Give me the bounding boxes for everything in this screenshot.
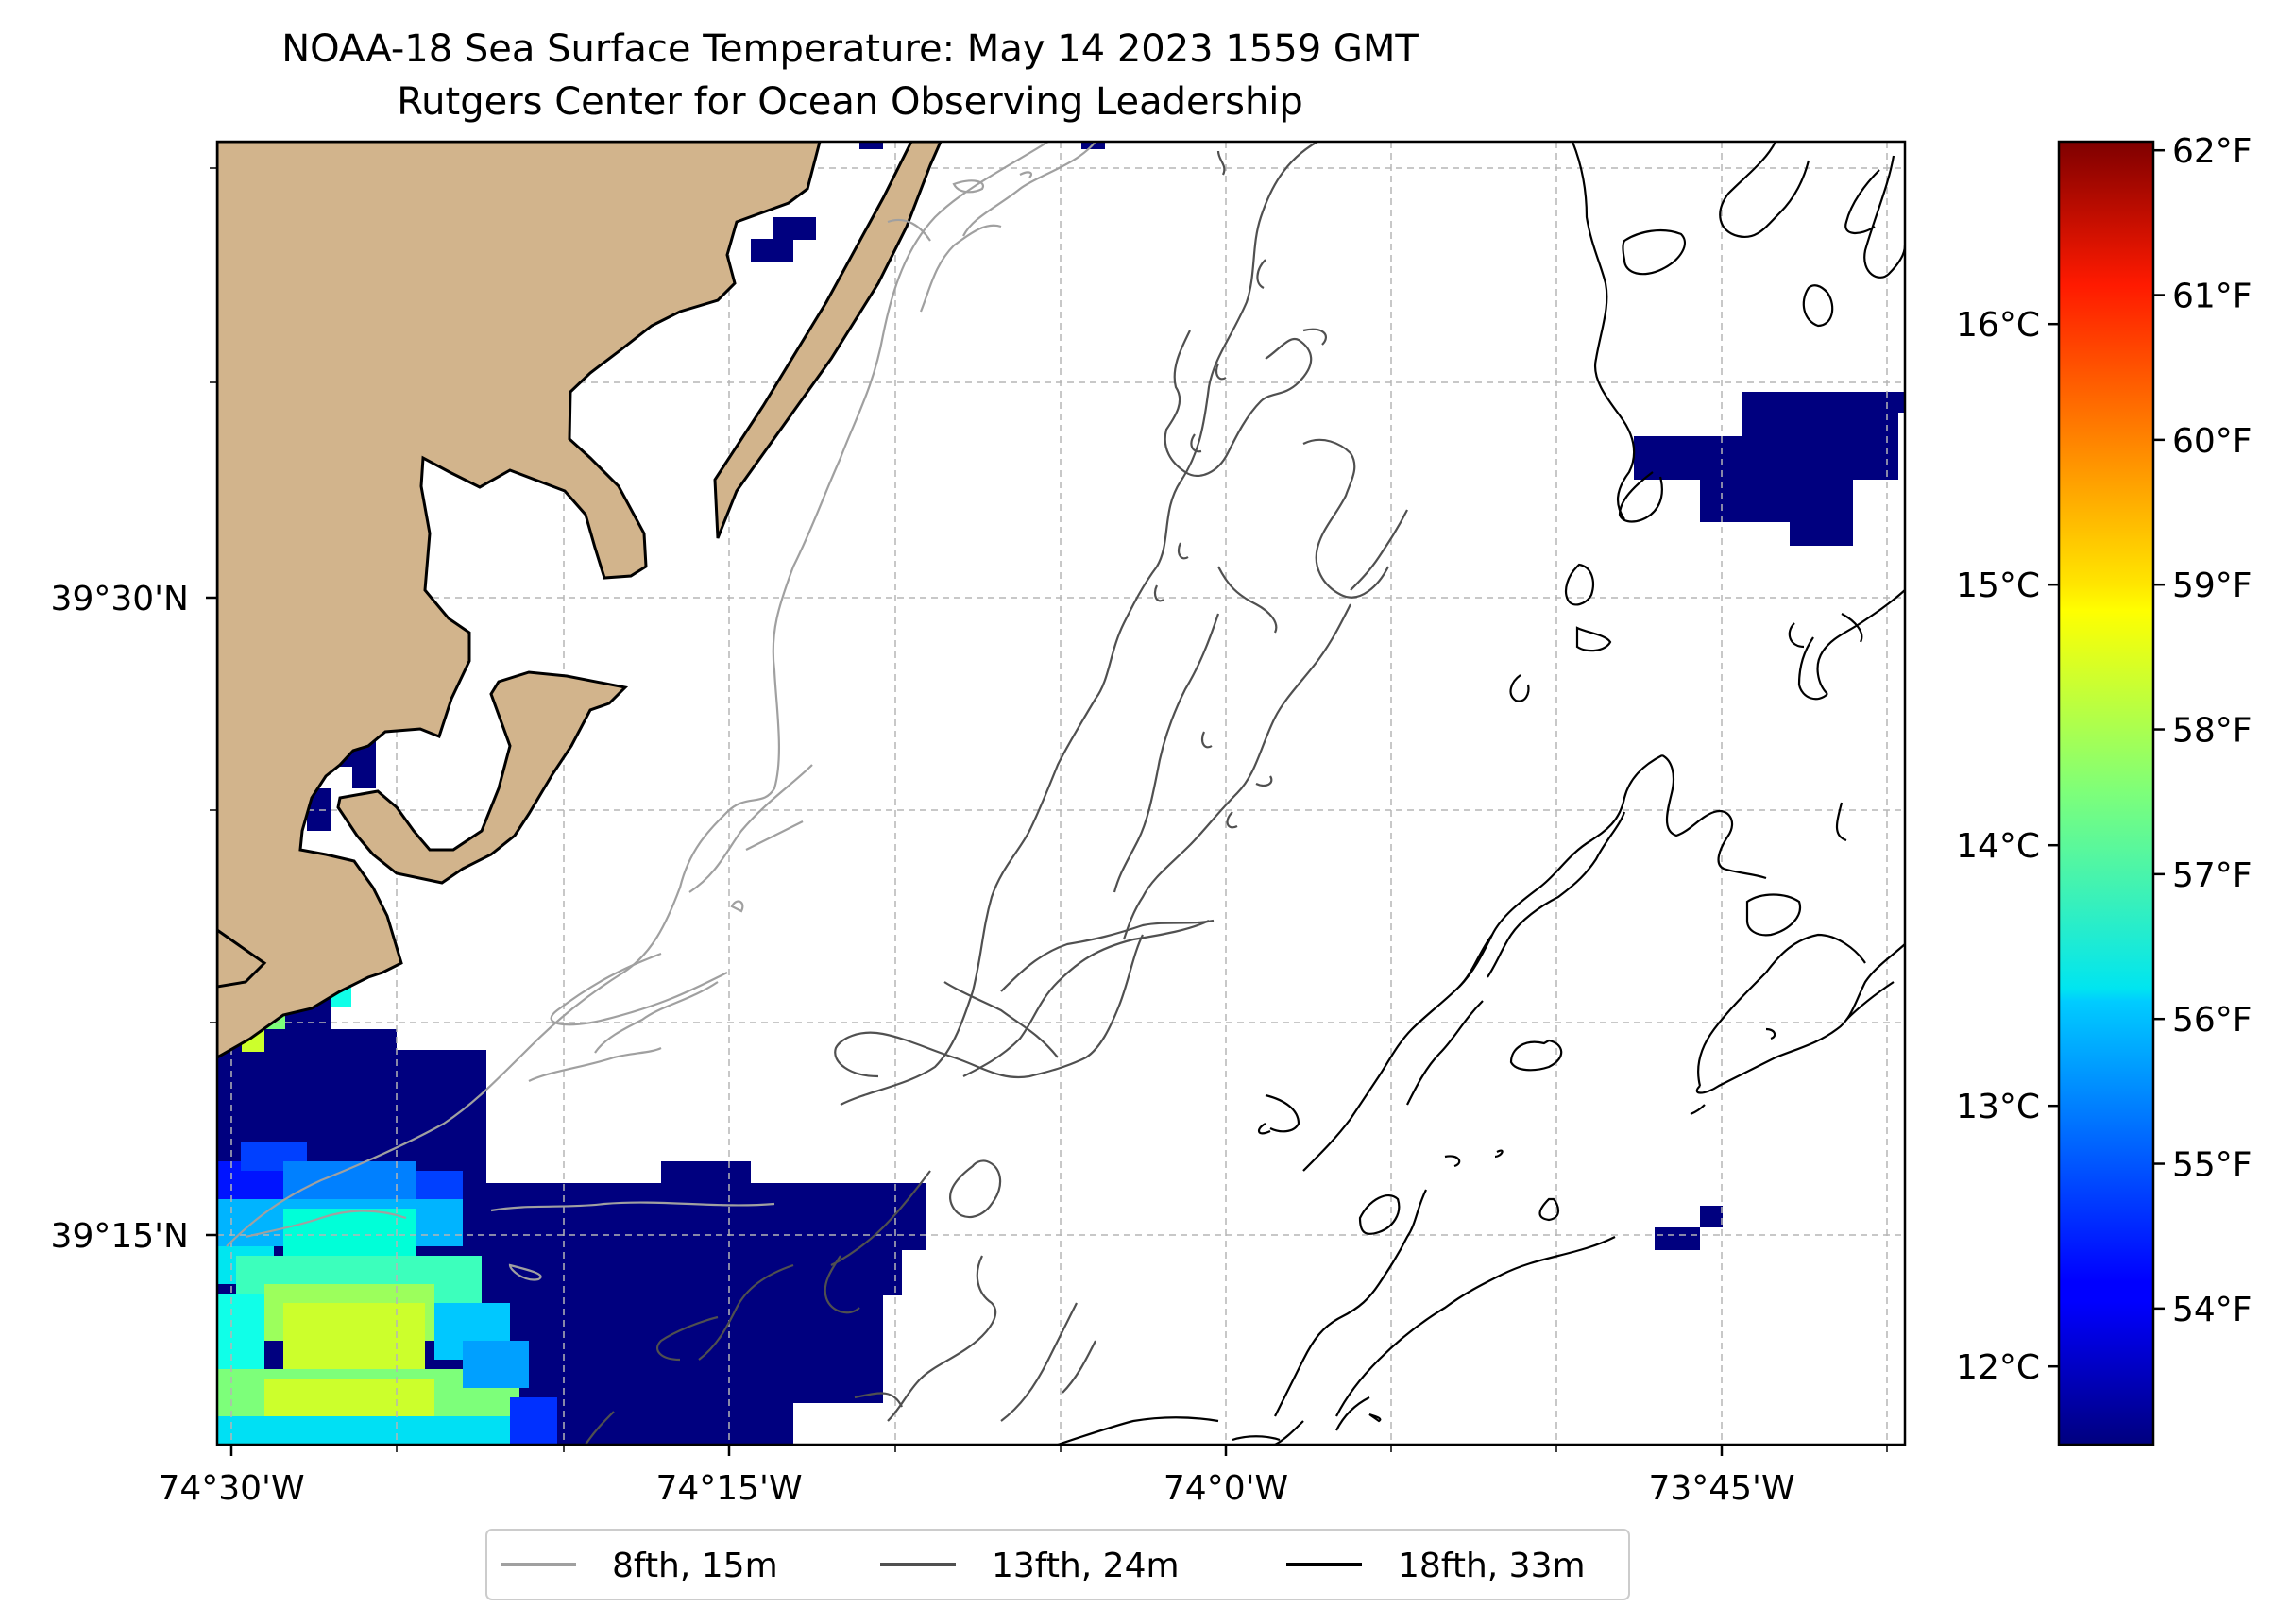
sst-pixel-layer bbox=[217, 142, 1905, 1445]
x-axis-bottom: 74°30'W 74°15'W 74°0'W 73°45'W bbox=[158, 1445, 1888, 1508]
colorbar-fahrenheit-label: 61°F bbox=[2172, 278, 2252, 316]
contour-legend: 8fth, 15m 13fth, 24m 18fth, 33m bbox=[485, 1529, 1630, 1600]
legend-label: 8fth, 15m bbox=[612, 1547, 778, 1585]
colorbar-celsius-label: 15°C bbox=[1956, 567, 2040, 605]
colorbar-celsius-ticks: 12°C 13°C 14°C 15°C 16°C bbox=[1956, 306, 2059, 1387]
sst-pixel bbox=[217, 1294, 264, 1369]
colorbar-fahrenheit-ticks: 54°F 55°F 56°F 57°F 58°F 59°F 60°F 61°F 62°F bbox=[2153, 132, 2252, 1329]
contour-18fth bbox=[1057, 142, 1905, 1445]
y-tick-label: 39°30'N bbox=[51, 580, 189, 618]
colorbar-fahrenheit-label: 60°F bbox=[2172, 422, 2252, 461]
colorbar: 12°C 13°C 14°C 15°C 16°C 54°F 55°F 56°F 57°F 58°… bbox=[1956, 132, 2252, 1446]
sst-pixel bbox=[773, 217, 816, 240]
sst-pixel bbox=[463, 1341, 529, 1388]
y-axis-left: 39°30'N 39°15'N bbox=[51, 167, 217, 1256]
colorbar-fahrenheit-label: 54°F bbox=[2172, 1291, 2252, 1329]
x-tick-label: 73°45'W bbox=[1648, 1469, 1794, 1508]
map-area bbox=[217, 142, 1905, 1445]
sst-pixel bbox=[751, 239, 793, 262]
colorbar-fahrenheit-label: 57°F bbox=[2172, 856, 2252, 895]
contour-13fth bbox=[585, 142, 1408, 1445]
mainland-coast bbox=[217, 142, 822, 1059]
colorbar-fahrenheit-label: 55°F bbox=[2172, 1146, 2252, 1185]
colorbar-fahrenheit-label: 56°F bbox=[2172, 1001, 2252, 1040]
legend-label: 18fth, 33m bbox=[1398, 1547, 1586, 1585]
peninsula-spit bbox=[336, 670, 629, 885]
y-tick-label: 39°15'N bbox=[51, 1217, 189, 1256]
colorbar-celsius-label: 13°C bbox=[1956, 1088, 2040, 1126]
colorbar-celsius-label: 12°C bbox=[1956, 1348, 2040, 1387]
legend-label: 13fth, 24m bbox=[992, 1547, 1180, 1585]
sst-pixel bbox=[510, 1397, 557, 1445]
map-title: NOAA-18 Sea Surface Temperature: May 14 … bbox=[281, 27, 1419, 71]
colorbar-celsius-label: 14°C bbox=[1956, 827, 2040, 866]
sst-pixel bbox=[1700, 1206, 1723, 1227]
map-subtitle: Rutgers Center for Ocean Observing Leade… bbox=[397, 80, 1303, 124]
contour-8fth bbox=[226, 142, 1096, 1281]
sst-pixel bbox=[1655, 1227, 1700, 1250]
colorbar-fahrenheit-label: 59°F bbox=[2172, 567, 2252, 605]
x-tick-label: 74°0'W bbox=[1164, 1469, 1288, 1508]
x-tick-label: 74°15'W bbox=[655, 1469, 802, 1508]
barrier-island bbox=[713, 142, 943, 539]
colorbar-fahrenheit-label: 62°F bbox=[2172, 132, 2252, 171]
cove-land bbox=[217, 928, 267, 989]
colorbar-gradient bbox=[2057, 140, 2155, 1446]
land-layer bbox=[217, 142, 943, 1059]
sst-pixel bbox=[283, 1161, 416, 1199]
sst-pixel bbox=[283, 1303, 425, 1379]
sst-pixel bbox=[217, 1416, 538, 1445]
colorbar-fahrenheit-label: 58°F bbox=[2172, 712, 2252, 751]
sst-cold-patch bbox=[1634, 392, 1905, 546]
colorbar-celsius-label: 16°C bbox=[1956, 306, 2040, 345]
x-tick-label: 74°30'W bbox=[158, 1469, 304, 1508]
sst-pixel bbox=[859, 142, 883, 149]
